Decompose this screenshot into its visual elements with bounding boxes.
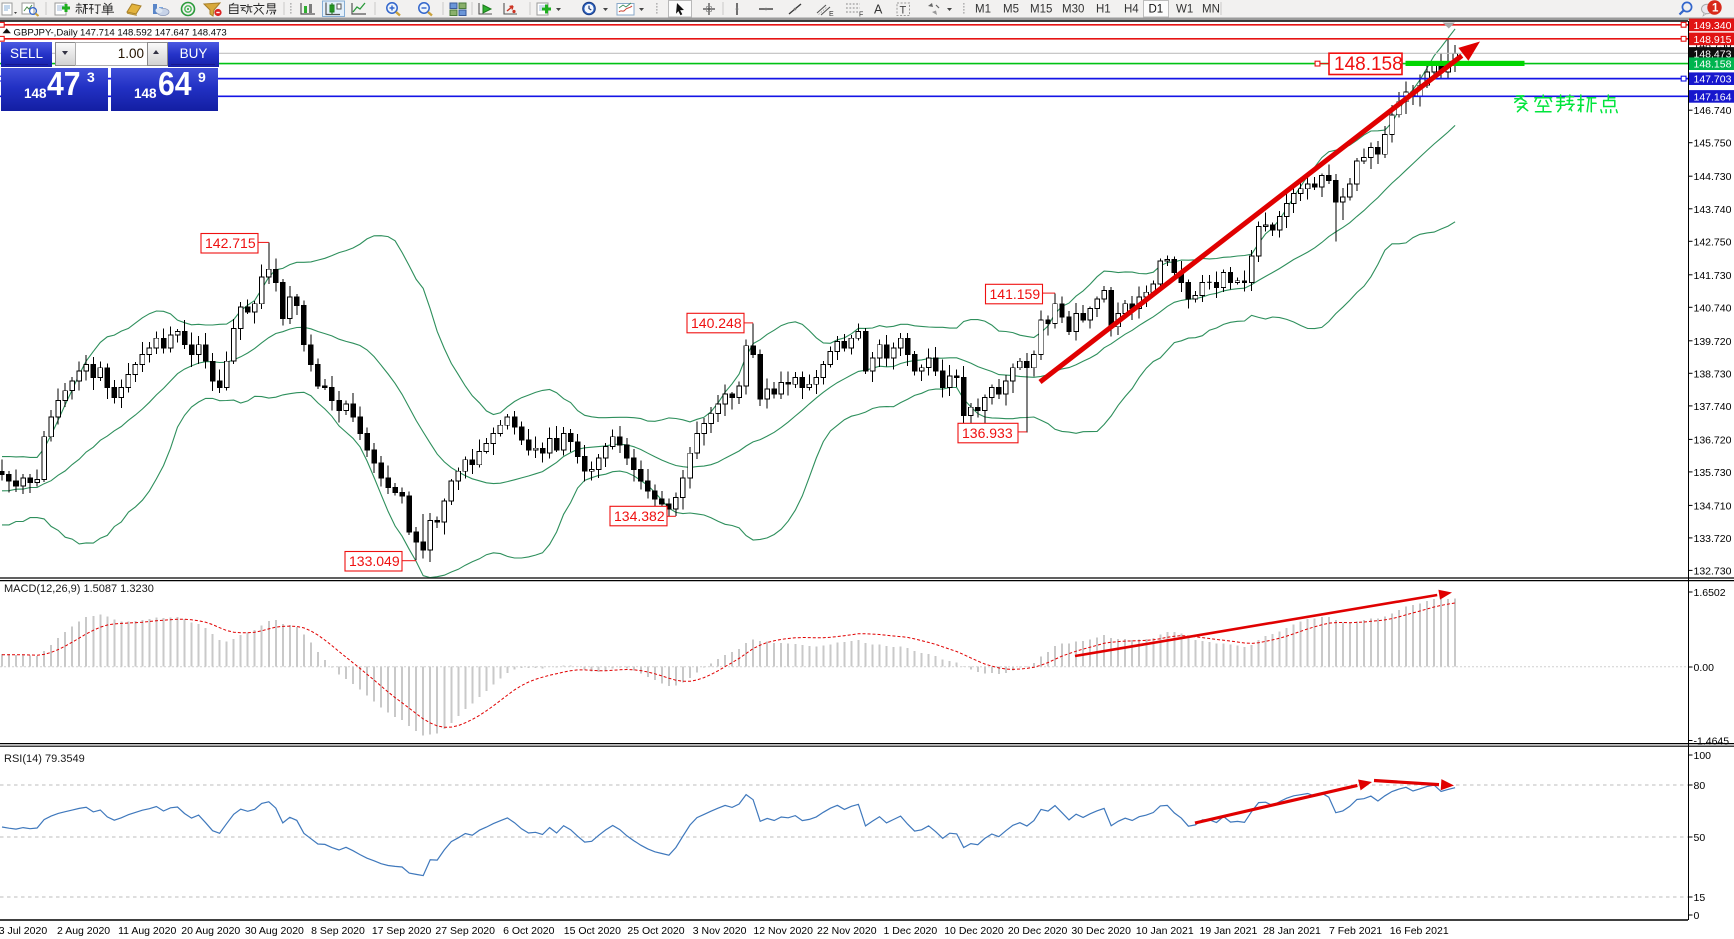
svg-text:15: 15 (1694, 892, 1706, 904)
svg-text:30 Aug 2020: 30 Aug 2020 (245, 925, 304, 937)
svg-text:138.730: 138.730 (1694, 368, 1732, 380)
svg-text:10 Dec 2020: 10 Dec 2020 (944, 925, 1004, 937)
svg-text:80: 80 (1694, 780, 1706, 792)
svg-text:149.340: 149.340 (1694, 20, 1732, 32)
svg-text:19 Jan 2021: 19 Jan 2021 (1199, 925, 1257, 937)
svg-text:H1: H1 (1096, 4, 1111, 16)
svg-text:F: F (859, 12, 863, 19)
svg-text:139.720: 139.720 (1694, 336, 1732, 348)
svg-text:10 Jan 2021: 10 Jan 2021 (1136, 925, 1194, 937)
svg-text:8 Sep 2020: 8 Sep 2020 (311, 925, 365, 937)
svg-text:23 Jul 2020: 23 Jul 2020 (0, 925, 47, 937)
svg-text:148.158: 148.158 (1694, 59, 1732, 71)
svg-text:147.164: 147.164 (1694, 91, 1732, 103)
svg-text:143.740: 143.740 (1694, 204, 1732, 216)
svg-text:M1: M1 (975, 4, 991, 16)
svg-text:147.703: 147.703 (1694, 74, 1732, 86)
svg-text:148.915: 148.915 (1694, 34, 1732, 46)
svg-text:142.750: 142.750 (1694, 236, 1732, 248)
svg-text:MN: MN (1202, 4, 1220, 16)
svg-text:148.158: 148.158 (1334, 54, 1403, 75)
svg-text:E: E (829, 11, 834, 18)
svg-text:15 Oct 2020: 15 Oct 2020 (564, 925, 621, 937)
svg-text:132.730: 132.730 (1694, 565, 1732, 577)
svg-text:50: 50 (1694, 832, 1706, 844)
svg-text:1: 1 (1712, 3, 1719, 15)
svg-text:136.720: 136.720 (1694, 434, 1732, 446)
svg-text:20 Dec 2020: 20 Dec 2020 (1008, 925, 1068, 937)
svg-text:H4: H4 (1124, 4, 1139, 16)
svg-text:17 Sep 2020: 17 Sep 2020 (372, 925, 432, 937)
svg-text:1 Dec 2020: 1 Dec 2020 (884, 925, 938, 937)
svg-text:1.6502: 1.6502 (1694, 587, 1726, 599)
svg-text:D1: D1 (1149, 4, 1164, 16)
svg-text:146.740: 146.740 (1694, 105, 1732, 117)
svg-text:11 Aug 2020: 11 Aug 2020 (118, 925, 176, 937)
svg-text:137.740: 137.740 (1694, 401, 1732, 413)
svg-text:W1: W1 (1176, 4, 1193, 16)
svg-text:7 Feb 2021: 7 Feb 2021 (1329, 925, 1382, 937)
svg-text:141.730: 141.730 (1694, 270, 1732, 282)
svg-text:6 Oct 2020: 6 Oct 2020 (503, 925, 555, 937)
svg-text:148.473: 148.473 (1694, 48, 1732, 60)
svg-text:M15: M15 (1030, 4, 1052, 16)
svg-text:142.715: 142.715 (205, 235, 256, 251)
svg-text:GBPJPY-,Daily: GBPJPY-,Daily (14, 27, 78, 38)
svg-text:135.730: 135.730 (1694, 467, 1732, 479)
svg-text:145.750: 145.750 (1694, 138, 1732, 150)
svg-text:133.720: 133.720 (1694, 533, 1732, 545)
svg-text:M5: M5 (1003, 4, 1019, 16)
svg-text:T: T (900, 5, 907, 17)
svg-text:20 Aug 2020: 20 Aug 2020 (181, 925, 240, 937)
svg-text:RSI(14) 79.3549: RSI(14) 79.3549 (4, 753, 85, 765)
svg-text:144.730: 144.730 (1694, 171, 1732, 183)
svg-text:A: A (874, 3, 883, 17)
svg-text:100: 100 (1694, 750, 1712, 762)
svg-text:140.248: 140.248 (691, 315, 742, 331)
svg-text:140.740: 140.740 (1694, 302, 1732, 314)
svg-text:133.049: 133.049 (349, 553, 400, 569)
svg-text:16 Feb 2021: 16 Feb 2021 (1390, 925, 1449, 937)
svg-text:25 Oct 2020: 25 Oct 2020 (627, 925, 684, 937)
svg-text:147.714 148.592 147.647 148.47: 147.714 148.592 147.647 148.473 (80, 27, 227, 38)
svg-text:141.159: 141.159 (990, 286, 1041, 302)
svg-text:0: 0 (1694, 910, 1700, 922)
svg-text:134.710: 134.710 (1694, 500, 1732, 512)
svg-text:27 Sep 2020: 27 Sep 2020 (435, 925, 495, 937)
svg-text:-1.4645: -1.4645 (1694, 736, 1730, 748)
svg-text:30 Dec 2020: 30 Dec 2020 (1071, 925, 1131, 937)
svg-text:22 Nov 2020: 22 Nov 2020 (817, 925, 877, 937)
svg-text:136.933: 136.933 (962, 425, 1013, 441)
svg-text:134.382: 134.382 (614, 508, 665, 524)
svg-text:28 Jan 2021: 28 Jan 2021 (1263, 925, 1321, 937)
svg-text:2 Aug 2020: 2 Aug 2020 (57, 925, 110, 937)
svg-text:12 Nov 2020: 12 Nov 2020 (753, 925, 813, 937)
svg-text:M30: M30 (1062, 4, 1084, 16)
svg-text:3 Nov 2020: 3 Nov 2020 (693, 925, 747, 937)
svg-text:0.00: 0.00 (1694, 662, 1715, 674)
svg-text:MACD(12,26,9) 1.5087 1.3230: MACD(12,26,9) 1.5087 1.3230 (4, 583, 154, 595)
